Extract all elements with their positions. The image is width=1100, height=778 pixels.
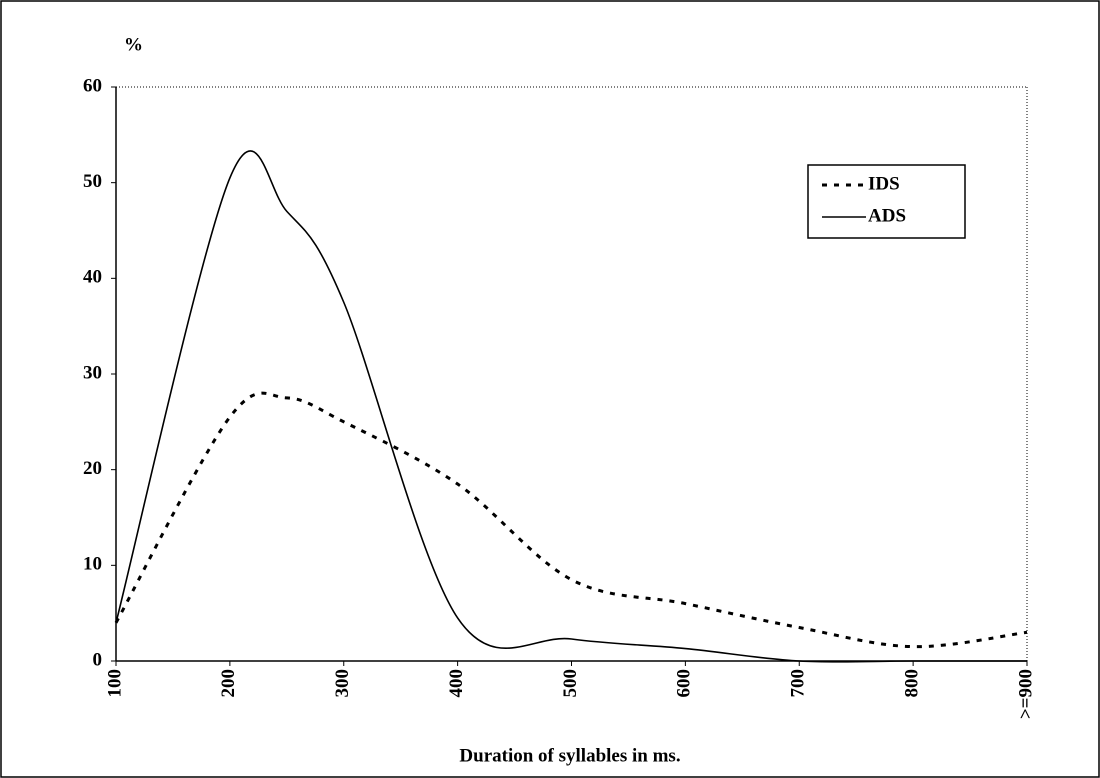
y-axis-label: % bbox=[124, 34, 143, 55]
x-tick-label: 500 bbox=[560, 669, 581, 698]
x-tick-label: 600 bbox=[674, 669, 695, 698]
y-tick-label: 30 bbox=[83, 362, 102, 383]
x-tick-label: 800 bbox=[901, 669, 922, 698]
y-tick-label: 10 bbox=[83, 554, 102, 575]
y-tick-label: 60 bbox=[83, 75, 102, 96]
x-tick-label: 200 bbox=[218, 669, 239, 698]
x-tick-label: 100 bbox=[104, 669, 125, 698]
y-tick-label: 20 bbox=[83, 458, 102, 479]
x-tick-label: >=900 bbox=[1015, 669, 1036, 719]
y-tick-label: 50 bbox=[83, 171, 102, 192]
x-tick-label: 400 bbox=[446, 669, 467, 698]
x-tick-label: 700 bbox=[788, 669, 809, 698]
y-tick-label: 40 bbox=[83, 267, 102, 288]
series-line bbox=[115, 150, 1027, 663]
legend-label: IDS bbox=[868, 173, 900, 194]
x-tick-label: 300 bbox=[332, 669, 353, 698]
legend-box bbox=[807, 164, 966, 239]
legend-label: ADS bbox=[868, 205, 906, 226]
series-line bbox=[114, 391, 1028, 649]
y-tick-label: 0 bbox=[93, 649, 103, 670]
x-axis-label: Duration of syllables in ms. bbox=[459, 745, 680, 766]
